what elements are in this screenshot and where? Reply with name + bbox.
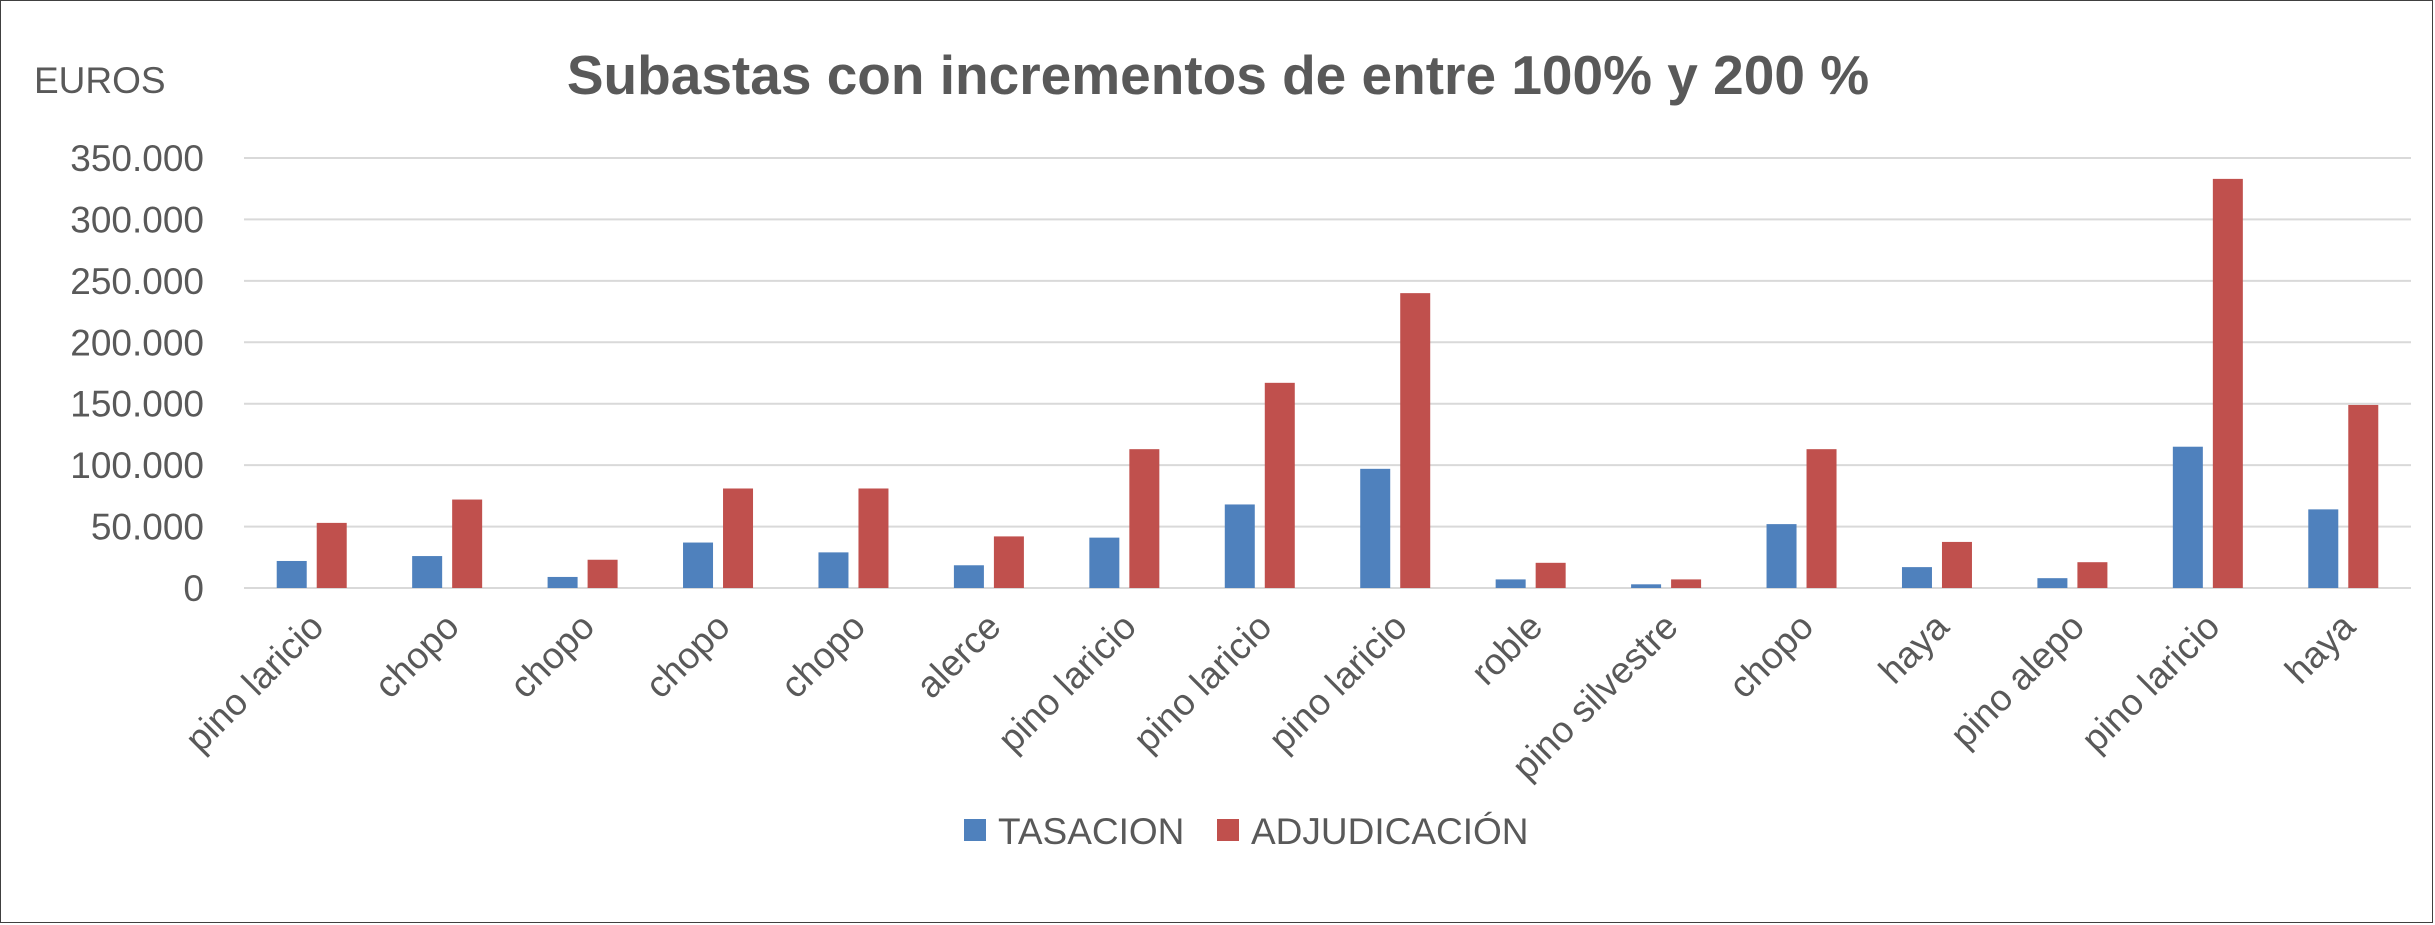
bar-tasacion (1360, 468, 1391, 588)
y-tick-label: 300.000 (70, 199, 204, 240)
x-tick-label: pino alepo (1942, 606, 2092, 756)
bar-adjudicacion (858, 488, 889, 588)
x-tick-label: pino laricio (177, 606, 331, 760)
bar-tasacion (412, 556, 443, 588)
bar-adjudicacion (1400, 293, 1431, 588)
bar-adjudicacion (993, 536, 1024, 588)
x-axis-ticks: pino laricio chopo chopo chopo chopo alercepi… (177, 605, 2363, 787)
x-tick-label: pino laricio (1261, 606, 1415, 760)
x-tick-label: pino laricio (1125, 606, 1279, 760)
bar-adjudicacion (2077, 562, 2108, 588)
bar-tasacion (547, 576, 578, 588)
y-tick-label: 0 (183, 568, 204, 609)
y-tick-label: 150.000 (70, 384, 204, 425)
bar-tasacion (1766, 524, 1797, 588)
bar-adjudicacion (1671, 579, 1702, 588)
legend-item-tasacion: TASACION (964, 811, 1184, 852)
y-tick-label: 250.000 (70, 261, 204, 302)
bar-adjudicacion (2348, 404, 2379, 588)
bar-adjudicacion (587, 559, 618, 588)
y-axis-ticks: 0 50.000 100.000 150.000 200.000 250.000 300.0… (70, 138, 204, 609)
chart-title: Subastas con incrementos de entre 100% y… (567, 44, 1869, 106)
bar-adjudicacion (316, 522, 347, 588)
y-tick-label: 200.000 (70, 322, 204, 363)
legend-item-adjudicacion: ADJUDICACIÓN (1217, 811, 1529, 852)
bar-tasacion (1089, 537, 1120, 588)
x-tick-label: chopo (1721, 606, 1821, 706)
bar-tasacion (1631, 584, 1662, 588)
legend-swatch (964, 819, 986, 841)
y-axis-unit-label: EUROS (34, 60, 166, 101)
x-tick-label: chopo (367, 606, 467, 706)
bar-tasacion (2308, 509, 2339, 588)
legend-label: ADJUDICACIÓN (1251, 811, 1529, 852)
bar-tasacion (1495, 579, 1526, 588)
y-tick-label: 50.000 (91, 507, 204, 548)
y-tick-label: 350.000 (70, 138, 204, 179)
bars (276, 178, 2379, 588)
bar-tasacion (1901, 567, 1932, 588)
gridlines (244, 157, 2411, 589)
bar-adjudicacion (2212, 178, 2243, 588)
x-tick-label: chopo (502, 606, 602, 706)
x-tick-label: chopo (773, 606, 873, 706)
legend-label: TASACION (998, 811, 1184, 852)
x-tick-label: haya (1871, 605, 1957, 691)
bar-adjudicacion (1535, 562, 1566, 588)
x-tick-label: chopo (637, 606, 737, 706)
bar-adjudicacion (452, 499, 483, 588)
bar-adjudicacion (723, 488, 754, 588)
bar-tasacion (683, 542, 714, 588)
bar-tasacion (2172, 446, 2203, 588)
bar-adjudicacion (1264, 382, 1295, 588)
bar-tasacion (953, 565, 984, 588)
bar-tasacion (276, 560, 307, 588)
legend-swatch (1217, 819, 1239, 841)
bar-adjudicacion (1941, 541, 1972, 588)
bar-adjudicacion (1806, 449, 1837, 588)
legend: TASACION ADJUDICACIÓN (964, 811, 1529, 852)
x-tick-label: pino laricio (990, 606, 1144, 760)
x-tick-label: roble (1463, 606, 1550, 693)
bar-adjudicacion (1129, 449, 1160, 588)
x-tick-label: alerce (908, 606, 1008, 706)
bar-tasacion (1224, 504, 1255, 588)
x-tick-label: haya (2277, 605, 2363, 691)
x-tick-label: pino laricio (2073, 606, 2227, 760)
bar-tasacion (2037, 578, 2068, 588)
y-tick-label: 100.000 (70, 445, 204, 486)
bar-tasacion (818, 552, 849, 588)
